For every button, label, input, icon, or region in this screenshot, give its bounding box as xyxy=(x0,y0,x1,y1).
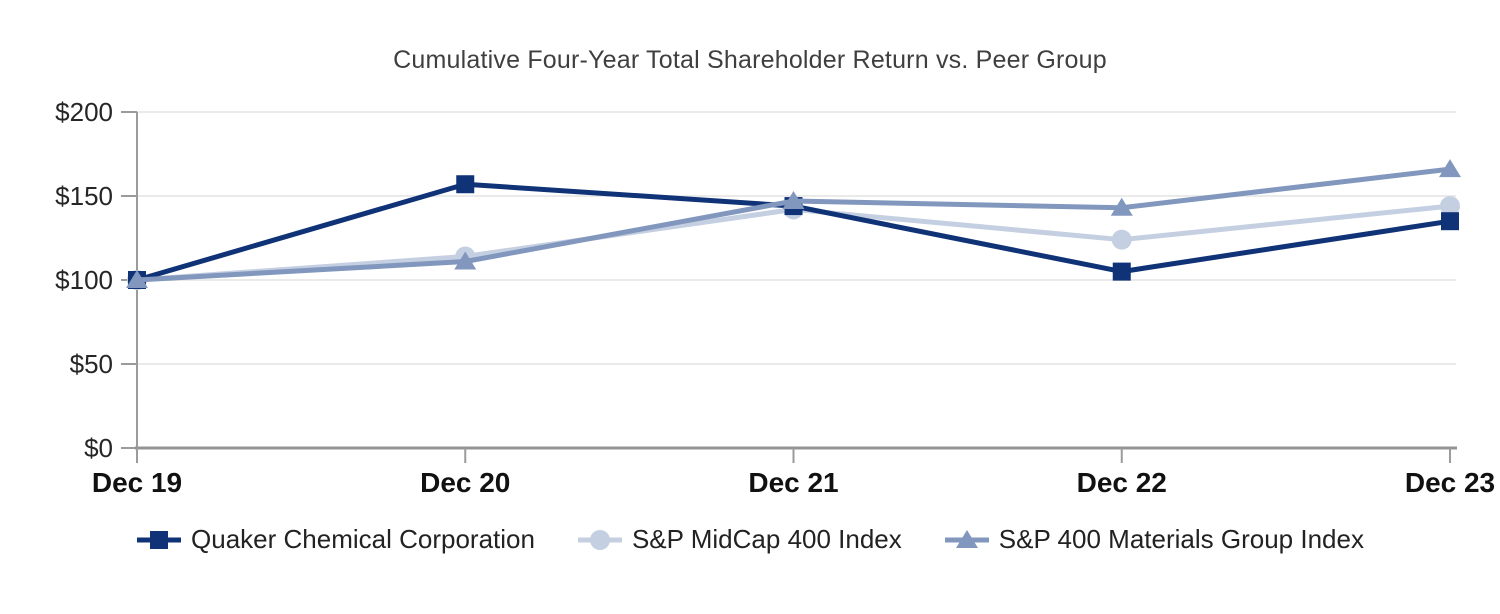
legend-label-sp-midcap-400: S&P MidCap 400 Index xyxy=(631,524,902,554)
legend-item-sp-midcap-400: S&P MidCap 400 Index xyxy=(577,524,902,555)
legend-item-quaker-chemical: Quaker Chemical Corporation xyxy=(136,524,535,555)
legend-square-glyph xyxy=(150,530,169,549)
series-marker-0 xyxy=(1112,262,1131,281)
x-axis-label: Dec 20 xyxy=(420,467,510,498)
legend-triangle-marker-icon xyxy=(944,529,989,548)
series-marker-2 xyxy=(782,191,805,210)
legend-circle-marker-icon xyxy=(577,529,622,550)
series-marker-1 xyxy=(1111,229,1132,250)
y-axis-label: $50 xyxy=(70,349,113,379)
series-marker-0 xyxy=(1441,212,1459,231)
y-axis-label: $200 xyxy=(55,97,113,127)
series-marker-1 xyxy=(1440,196,1460,217)
legend-label-quaker-chemical: Quaker Chemical Corporation xyxy=(191,524,535,554)
chart-legend: Quaker Chemical Corporation S&P MidCap 4… xyxy=(0,524,1500,555)
series-marker-2 xyxy=(454,251,477,270)
legend-square-marker-icon xyxy=(137,530,182,549)
y-axis-label: $100 xyxy=(55,265,113,295)
legend-triangle-glyph xyxy=(955,529,978,548)
series-marker-2 xyxy=(126,270,148,288)
series-marker-2 xyxy=(1439,159,1461,178)
legend-circle-glyph xyxy=(589,529,610,550)
y-axis-label: $150 xyxy=(55,181,113,211)
chart-title: Cumulative Four-Year Total Shareholder R… xyxy=(393,46,1107,74)
legend-item-sp-400-materials: S&P 400 Materials Group Index xyxy=(944,524,1364,555)
x-axis-label: Dec 23 xyxy=(1405,467,1495,498)
x-axis-label: Dec 19 xyxy=(92,467,182,498)
legend-label-sp-400-materials: S&P 400 Materials Group Index xyxy=(998,524,1364,554)
x-axis-label: Dec 21 xyxy=(748,467,838,498)
x-axis-label: Dec 22 xyxy=(1077,467,1167,498)
series-marker-0 xyxy=(456,175,475,194)
y-axis-label: $0 xyxy=(84,433,113,463)
series-marker-2 xyxy=(1110,197,1133,216)
